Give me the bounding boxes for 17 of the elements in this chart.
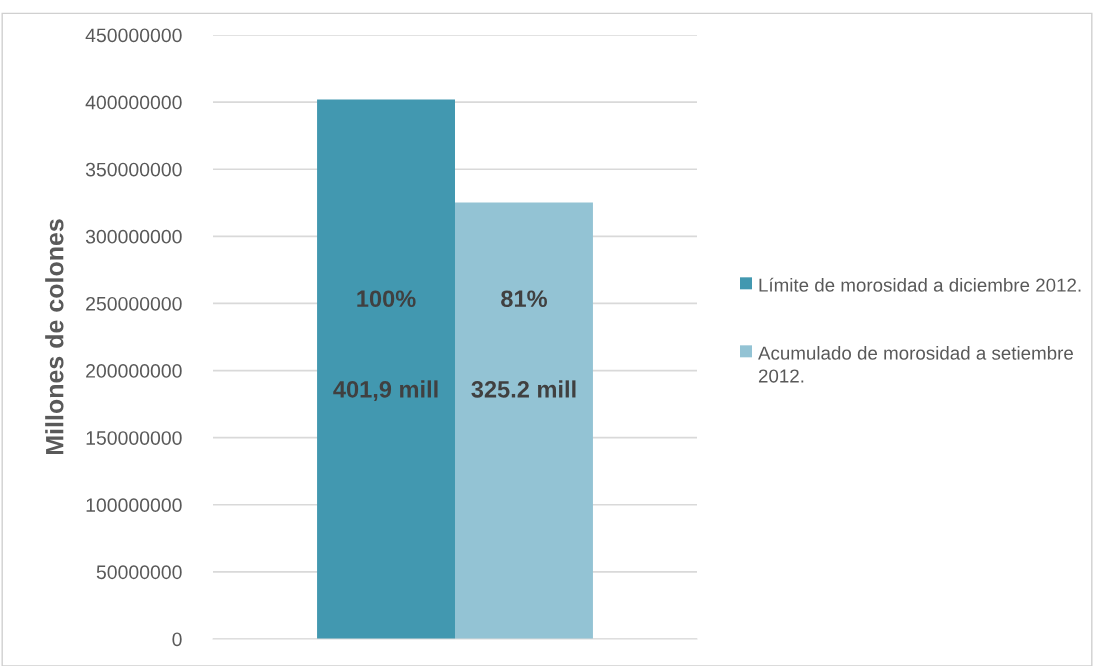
y-tick-label: 150000000 — [86, 431, 182, 445]
legend-label: Límite de morosidad a diciembre 2012. — [759, 277, 1081, 292]
legend-label: Acumulado de morosidad a setiembre 2012. — [758, 346, 1073, 383]
y-tick-label: 50000000 — [96, 565, 182, 580]
annotation: 325.2 mill — [471, 380, 576, 398]
annotation: 100% — [357, 290, 416, 308]
y-tick-label: 350000000 — [85, 162, 182, 177]
y-tick-label: 250000000 — [86, 296, 182, 311]
y-tick-label: 200000000 — [86, 364, 182, 378]
y-tick-label: 400000000 — [85, 95, 182, 110]
y-tick-label: 100000000 — [86, 498, 182, 513]
y-tick-label: 300000000 — [85, 229, 182, 244]
y-tick-label: 0 — [172, 632, 182, 647]
annotation: 401,9 mill — [333, 380, 438, 402]
y-axis-title: Millones de colones — [45, 219, 64, 455]
y-tick-label: 450000000 — [85, 28, 182, 43]
annotation: 81% — [501, 290, 547, 308]
